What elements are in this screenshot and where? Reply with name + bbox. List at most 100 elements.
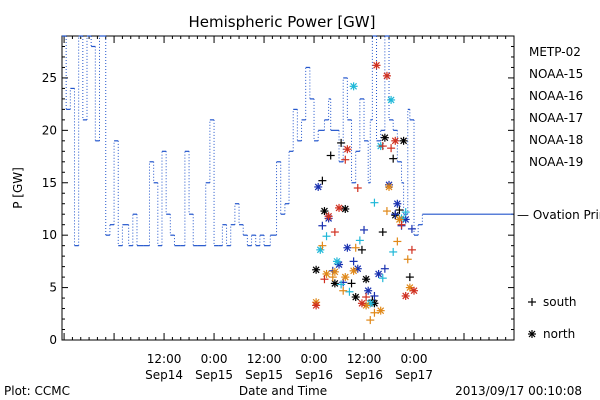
north-marker xyxy=(349,82,358,91)
north-marker xyxy=(385,182,394,191)
north-marker xyxy=(362,275,371,284)
north-marker xyxy=(387,95,396,104)
south-marker xyxy=(382,207,391,216)
north-marker xyxy=(314,182,323,191)
y-tick-label: 20 xyxy=(42,123,57,137)
legend-item: NOAA-16 xyxy=(529,89,583,103)
south-marker xyxy=(378,228,387,237)
x-tick-label-time: 0:00 xyxy=(301,352,328,366)
north-marker xyxy=(349,266,358,275)
north-marker xyxy=(401,291,410,300)
south-marker xyxy=(380,264,389,273)
south-marker xyxy=(403,255,412,264)
y-tick-label: 0 xyxy=(49,333,57,347)
south-marker xyxy=(326,151,335,160)
legend-item: NOAA-15 xyxy=(529,67,583,81)
north-marker xyxy=(330,267,339,276)
north-marker xyxy=(372,61,381,70)
south-marker xyxy=(355,236,364,245)
south-marker xyxy=(393,237,402,246)
south-marker xyxy=(389,247,398,256)
north-marker xyxy=(376,306,385,315)
legend-item: NOAA-17 xyxy=(529,111,583,125)
south-marker xyxy=(362,293,371,302)
x-tick-label-date: Sep15 xyxy=(245,368,283,382)
south-marker xyxy=(345,287,354,296)
x-tick-label-time: 0:00 xyxy=(401,352,428,366)
x-tick-label-time: 12:00 xyxy=(147,352,182,366)
north-marker xyxy=(374,269,383,278)
y-tick-label: 25 xyxy=(42,71,57,85)
north-marker xyxy=(380,133,389,142)
south-marker xyxy=(378,274,387,283)
south-marker xyxy=(401,208,410,217)
x-tick-label-time: 0:00 xyxy=(201,352,228,366)
south-marker xyxy=(366,316,375,325)
x-tick-label-date: Sep14 xyxy=(145,368,183,382)
south-marker xyxy=(397,220,406,229)
south-marker xyxy=(339,286,348,295)
north-marker xyxy=(324,212,333,221)
y-axis: 0 5 10 15 20 25 xyxy=(42,45,514,347)
north-marker xyxy=(343,145,352,154)
north-marker xyxy=(335,203,344,212)
south-marker xyxy=(349,257,358,266)
y-tick-label: 10 xyxy=(42,228,57,242)
south-marker xyxy=(370,198,379,207)
south-marker xyxy=(337,280,346,289)
legend-item: METP-02 xyxy=(529,45,581,59)
south-marker xyxy=(351,243,360,252)
marker-key-label: north xyxy=(543,327,575,341)
north-marker xyxy=(393,199,402,208)
south-marker xyxy=(389,154,398,163)
south-marker xyxy=(357,245,366,254)
south-marker xyxy=(407,224,416,233)
legend-item: NOAA-18 xyxy=(529,133,583,147)
south-marker xyxy=(370,308,379,317)
south-marker xyxy=(347,279,356,288)
ovation-line xyxy=(62,35,514,247)
south-marker xyxy=(328,273,337,282)
south-marker xyxy=(378,142,387,151)
south-marker xyxy=(337,138,346,147)
north-marker xyxy=(320,207,329,216)
ovation-legend-label: — Ovation Prime HPI xyxy=(517,208,600,222)
north-marker xyxy=(351,293,360,302)
south-marker xyxy=(322,232,331,241)
north-marker xyxy=(357,299,366,308)
x-tick-label-time: 12:00 xyxy=(247,352,282,366)
x-tick-label-time: 12:00 xyxy=(347,352,382,366)
north-marker xyxy=(410,286,419,295)
north-marker xyxy=(343,243,352,252)
north-marker xyxy=(391,136,400,145)
north-marker xyxy=(364,286,373,295)
north-marker xyxy=(312,301,321,310)
north-marker xyxy=(341,204,350,213)
south-marker xyxy=(405,273,414,282)
south-marker xyxy=(407,245,416,254)
legend-item: NOAA-19 xyxy=(529,155,583,169)
south-marker xyxy=(360,225,369,234)
north-marker xyxy=(405,283,414,292)
x-axis-label: Date and Time xyxy=(239,384,327,398)
x-tick-label-date: Sep16 xyxy=(345,368,383,382)
x-tick-label-date: Sep15 xyxy=(195,368,233,382)
y-axis-label: P [GW] xyxy=(11,167,25,209)
south-marker xyxy=(320,275,329,284)
chart-title: Hemispheric Power [GW] xyxy=(189,13,376,31)
marker-key: south north xyxy=(528,295,577,341)
marker-key-label: south xyxy=(543,295,577,309)
north-marker xyxy=(341,273,350,282)
north-marker xyxy=(330,279,339,288)
north-marker xyxy=(399,136,408,145)
south-marker xyxy=(353,184,362,192)
x-tick-label-date: Sep16 xyxy=(295,368,333,382)
south-marker xyxy=(387,144,396,153)
north-marker xyxy=(395,215,404,224)
marker-key-symbol xyxy=(528,298,536,306)
south-marker xyxy=(370,291,379,300)
plot-credit: Plot: CCMC xyxy=(4,384,70,398)
south-marker xyxy=(330,228,339,237)
south-marker xyxy=(395,206,404,215)
